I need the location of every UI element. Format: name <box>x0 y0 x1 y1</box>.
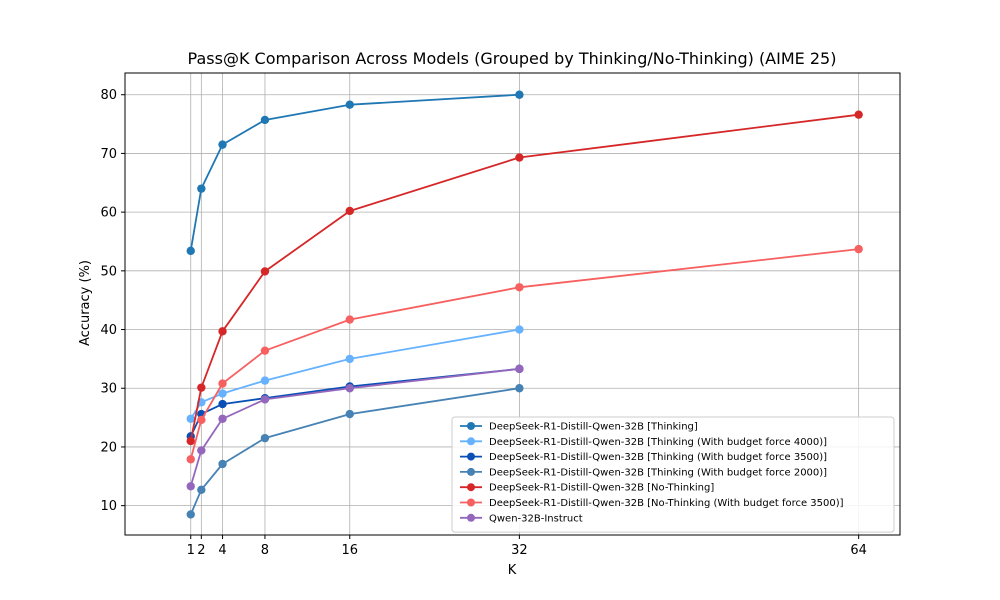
legend-marker <box>467 513 475 522</box>
legend-marker <box>467 483 475 492</box>
data-point <box>345 384 354 393</box>
data-point <box>260 346 270 355</box>
x-tick-label: 32 <box>511 543 528 558</box>
y-tick-label: 20 <box>100 440 117 455</box>
data-point <box>186 482 195 491</box>
y-axis-label: Accuracy (%) <box>78 260 93 346</box>
legend-label: DeepSeek-R1-Distill-Qwen-32B [Thinking] <box>489 422 698 433</box>
data-point <box>260 395 270 404</box>
data-point <box>260 115 270 125</box>
data-point <box>854 110 863 119</box>
legend-box <box>451 416 895 533</box>
data-point <box>515 90 524 99</box>
data-point <box>260 267 270 276</box>
data-point <box>218 389 227 398</box>
x-tick-label: 4 <box>218 543 226 558</box>
x-tick-label: 2 <box>197 543 205 558</box>
data-point <box>345 354 354 364</box>
y-tick-label: 40 <box>100 323 117 338</box>
series-group <box>186 90 863 519</box>
data-point <box>218 140 227 149</box>
data-point <box>515 325 524 334</box>
data-point <box>260 433 270 443</box>
data-point <box>515 384 524 393</box>
x-tick-label: 1 <box>187 543 195 558</box>
legend-marker <box>467 498 475 507</box>
y-tick-label: 70 <box>100 147 117 162</box>
legend-marker <box>467 437 475 446</box>
legend-marker <box>467 452 475 461</box>
grid-lines <box>125 73 900 535</box>
legend-label: DeepSeek-R1-Distill-Qwen-32B [No-Thinkin… <box>489 498 844 509</box>
data-point <box>345 100 354 109</box>
data-point <box>260 376 270 385</box>
data-point <box>515 153 524 162</box>
data-point <box>218 459 227 469</box>
data-point <box>345 206 354 216</box>
data-point <box>345 315 354 324</box>
plot-frame <box>124 72 901 536</box>
legend-marker <box>467 467 475 476</box>
data-point <box>218 399 227 409</box>
data-point <box>218 414 227 423</box>
legend-label: DeepSeek-R1-Distill-Qwen-32B [Thinking (… <box>489 437 827 448</box>
data-point <box>186 436 195 446</box>
data-point <box>854 244 863 254</box>
legend-label: DeepSeek-R1-Distill-Qwen-32B [Thinking (… <box>489 467 827 478</box>
legend-marker <box>467 422 475 430</box>
data-point <box>186 455 195 464</box>
data-point <box>197 446 206 455</box>
y-tick-label: 10 <box>100 499 117 514</box>
legend-label: DeepSeek-R1-Distill-Qwen-32B [Thinking (… <box>489 452 827 463</box>
y-tick-label: 50 <box>100 264 117 279</box>
legend: DeepSeek-R1-Distill-Qwen-32B [Thinking] D… <box>451 416 895 533</box>
data-point <box>186 246 195 256</box>
data-point <box>197 485 206 494</box>
series-line-1 <box>189 93 520 252</box>
data-point <box>197 184 206 193</box>
chart-title: Pass@K Comparison Across Models (Grouped… <box>188 49 837 68</box>
legend-label: DeepSeek-R1-Distill-Qwen-32B [No-Thinkin… <box>489 483 714 494</box>
data-point <box>218 379 227 388</box>
x-axis-label: K <box>508 563 517 578</box>
y-tick-label: 60 <box>100 206 117 221</box>
data-point <box>197 415 206 425</box>
legend-label: Qwen-32B-Instruct <box>489 513 583 524</box>
x-tick-label: 64 <box>850 543 867 558</box>
data-point <box>186 414 195 423</box>
data-point <box>515 364 524 374</box>
data-point <box>515 283 524 292</box>
axes: 1 2 4 8 16 32 64 10 20 30 40 50 60 70 80 <box>100 72 901 558</box>
x-tick-label: 8 <box>261 543 269 558</box>
series-line-7 <box>189 368 520 487</box>
data-point <box>218 327 227 336</box>
data-point <box>345 409 354 419</box>
data-point <box>186 510 195 519</box>
x-tick-label: 16 <box>341 543 358 558</box>
series-line-5 <box>189 113 859 442</box>
y-tick-label: 30 <box>100 382 117 397</box>
series-line-4 <box>189 387 520 515</box>
data-point <box>197 383 206 392</box>
y-tick-label: 80 <box>100 88 117 103</box>
